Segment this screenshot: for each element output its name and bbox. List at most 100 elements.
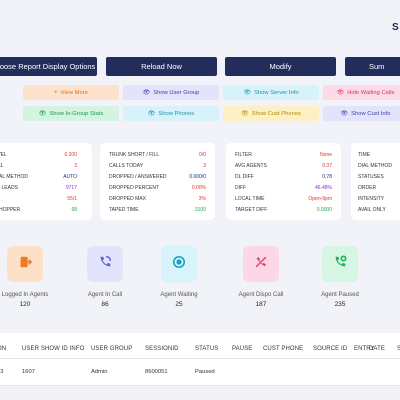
table-header-cell[interactable]: DATE <box>369 346 385 352</box>
stat-row: TAPED TIME 3100 <box>100 207 215 218</box>
tile-label: Agent Paused <box>321 292 359 298</box>
stat-row: LOCAL TIME Open-9pm <box>226 196 341 207</box>
stat-value: 0.200 <box>64 152 77 158</box>
stat-value: 3 <box>203 163 206 169</box>
hide-waiting-calls-label: Hide Waiting Calls <box>347 89 395 96</box>
eye-icon: 👁 <box>243 90 252 96</box>
stat-label: STATUSES <box>358 174 384 180</box>
table-header-cell[interactable]: ENTRY <box>354 346 375 352</box>
eye-icon: 👁 <box>340 111 349 117</box>
stat-value: 3 <box>74 163 77 169</box>
show-server-info-label: Show Server Info <box>254 89 299 96</box>
show-user-group-button[interactable]: 👁 Show User Group <box>123 85 219 100</box>
stat-value: 9717 <box>65 185 77 191</box>
table-row-divider <box>0 385 400 386</box>
agent-status-tile[interactable] <box>322 246 358 282</box>
table-cell: 8600051 <box>145 369 168 375</box>
stat-label: TARGET DIFF <box>235 207 268 213</box>
stat-label: ORDER <box>358 185 377 191</box>
agent-status-tile[interactable] <box>87 246 123 282</box>
show-phones-button[interactable]: 👁 Show Phones <box>123 106 219 121</box>
stat-label: DROPPED / ANSWERED <box>109 174 167 180</box>
stat-value: AUTO <box>63 174 77 180</box>
table-header-cell[interactable]: ON <box>0 346 7 352</box>
show-user-group-label: Show User Group <box>153 89 200 96</box>
table-header-cell[interactable]: USER GROUP <box>91 346 133 352</box>
stat-label: DIAL METHOD <box>0 174 28 180</box>
show-cust-phones-button[interactable]: 👁 Show Cust Phones <box>223 106 319 121</box>
reload-now-button[interactable]: Reload Now <box>106 57 217 76</box>
tile-label: Agent In Call <box>87 292 123 298</box>
view-more-label: View More <box>60 89 88 96</box>
stat-row: VEL 3 <box>0 163 92 174</box>
stat-row: TARGET DIFF 0.0000 <box>226 207 341 218</box>
stat-row: N HOPPER 98 <box>0 207 92 218</box>
stat-label: INTENSITY <box>358 196 385 202</box>
show-ingroup-stats-label: Show In-Group Stats <box>49 110 104 117</box>
stat-label: TIME <box>358 152 370 158</box>
show-cust-info-button[interactable]: 👁 Show Cust Info <box>323 106 400 121</box>
stat-row: TIME <box>351 152 400 163</box>
table-header-cell[interactable]: STATUS <box>195 346 219 352</box>
tile-label: Agent Dispo Call <box>238 292 284 298</box>
table-header-cell[interactable]: PAUSE <box>232 346 253 352</box>
show-server-info-button[interactable]: 👁 Show Server Info <box>223 85 319 100</box>
table-header-cell[interactable]: SOURCE ID <box>313 346 348 352</box>
phone-call-icon <box>98 255 112 274</box>
stat-row: EVEL 0.200 <box>0 152 92 163</box>
stat-value: 55/1 <box>67 196 77 202</box>
choose-report-display-options-button[interactable]: hoose Report Display Options <box>0 57 97 76</box>
stat-value: Open-9pm <box>308 196 332 202</box>
stat-label: FILTER <box>235 152 252 158</box>
door-exit-icon <box>18 255 32 274</box>
show-cust-info-label: Show Cust Info <box>351 110 391 117</box>
eye-off-icon: 👁 <box>336 90 345 96</box>
table-header-cell[interactable]: USER SHOW ID INFO <box>22 346 85 352</box>
table-header-cell[interactable]: CUST PHONE <box>263 346 304 352</box>
table-cell: 03 <box>0 369 4 375</box>
summary-button[interactable]: Sum <box>345 57 400 76</box>
stats-card-calls: TRUNK SHORT / FILL 0/0 CALLS TODAY 3 DROPPED… <box>100 143 215 220</box>
stat-value: 0/0 <box>199 152 206 158</box>
stat-row: DIAL METHOD AUTO <box>0 174 92 185</box>
stat-label: LE LEADS <box>0 185 18 191</box>
table-cell: Paused <box>195 369 215 375</box>
stats-card-filter: FILTER None AVG AGENTS 0.37 DL DIFF 0.78 DIFF 4… <box>226 143 341 220</box>
stat-row: LE LEADS 9717 <box>0 185 92 196</box>
tile-label: Agent Waiting <box>160 292 198 298</box>
hide-waiting-calls-button[interactable]: 👁 Hide Waiting Calls <box>323 85 400 100</box>
agent-status-tile[interactable] <box>243 246 279 282</box>
phone-paused-icon <box>333 255 347 274</box>
stat-row: INTENSITY <box>351 196 400 207</box>
tile-value: 25 <box>175 301 183 308</box>
stat-label: DIFF <box>235 185 247 191</box>
modify-button[interactable]: Modify <box>225 57 336 76</box>
stat-label: VEL <box>0 163 4 169</box>
eye-icon: 👁 <box>142 90 151 96</box>
stat-value: 0.37 <box>322 163 332 169</box>
agent-status-tile[interactable] <box>7 246 43 282</box>
stat-row: DIAL METHOD <box>351 163 400 174</box>
show-ingroup-stats-button[interactable]: 👁 Show In-Group Stats <box>23 106 119 121</box>
table-header-cell[interactable]: SESSIONID <box>145 346 179 352</box>
eye-icon: 👁 <box>38 111 47 117</box>
view-more-button[interactable]: + View More <box>23 85 119 100</box>
table-header-cell[interactable]: S <box>397 346 400 352</box>
table-cell: 1607 <box>22 369 35 375</box>
stat-row: CALLS TODAY 3 <box>100 163 215 174</box>
agents-table <box>0 333 400 386</box>
show-cust-phones-label: Show Cust Phones <box>251 110 301 117</box>
tile-value: 86 <box>101 301 109 308</box>
stat-row: DROPPED / ANSWERED 0.000/0 <box>100 174 215 185</box>
stat-value: 46.48% <box>315 185 332 191</box>
table-header-divider <box>0 358 400 359</box>
agent-status-tile[interactable] <box>161 246 197 282</box>
eye-icon: 👁 <box>147 111 156 117</box>
tile-value: 235 <box>334 301 346 308</box>
stats-card-settings: TIME DIAL METHOD STATUSES ORDER INTENSITY AVA… <box>351 143 400 220</box>
plus-icon: + <box>54 89 58 96</box>
stat-value: 0.00% <box>191 185 206 191</box>
table-cell: Admin <box>91 369 108 375</box>
stat-label: AVAIL ONLY <box>358 207 386 213</box>
stat-label: CALLS TODAY <box>109 163 143 169</box>
